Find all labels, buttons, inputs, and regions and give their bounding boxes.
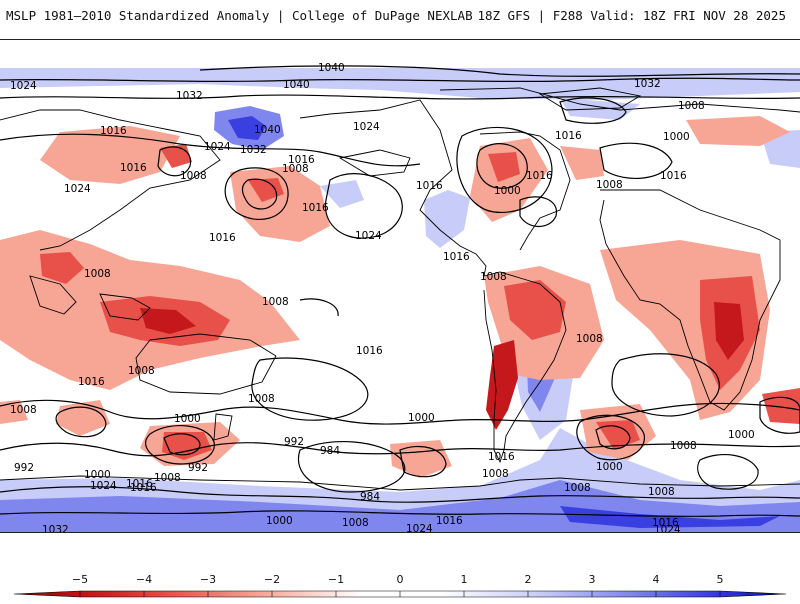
isobar-label: 1032 bbox=[634, 78, 661, 90]
isobar-label: 1024 bbox=[10, 80, 37, 92]
isobar-label: 1008 bbox=[262, 296, 289, 308]
isobar-label: 1008 bbox=[576, 333, 603, 345]
isobar-label: 1008 bbox=[564, 482, 591, 494]
isobar-label: 1016 bbox=[356, 345, 383, 357]
isobar-label: 984 bbox=[360, 491, 380, 503]
colorbar-tick-label: −3 bbox=[200, 573, 216, 586]
isobar-label: 1024 bbox=[654, 524, 681, 532]
isobar-label: 1016 bbox=[526, 170, 553, 182]
isobar-label: 1040 bbox=[283, 79, 310, 91]
isobar-label: 1008 bbox=[282, 163, 309, 175]
isobar-label: 1008 bbox=[678, 100, 705, 112]
isobar-label: 1000 bbox=[408, 412, 435, 424]
header: MSLP 1981–2010 Standardized Anomaly | Co… bbox=[0, 0, 800, 38]
isobar-label: 1016 bbox=[555, 130, 582, 142]
colorbar-tick-label: 0 bbox=[397, 573, 404, 586]
isobar-label: 1000 bbox=[494, 185, 521, 197]
colorbar-tick-label: 5 bbox=[717, 573, 724, 586]
coastlines bbox=[0, 87, 800, 491]
isobar-label: 992 bbox=[284, 436, 304, 448]
isobar-label: 1032 bbox=[176, 90, 203, 102]
isobar-label: 1016 bbox=[126, 478, 153, 490]
isobar-label: 1024 bbox=[90, 480, 117, 492]
isobar-label: 1000 bbox=[728, 429, 755, 441]
isobar-label: 1008 bbox=[154, 472, 181, 484]
isobar-label: 1000 bbox=[596, 461, 623, 473]
colorbar-tick-label: 2 bbox=[525, 573, 532, 586]
isobar-label: 1000 bbox=[84, 469, 111, 481]
isobar-label: 1016 bbox=[120, 162, 147, 174]
isobar-label: 1016 bbox=[488, 451, 515, 463]
colorbar-tick-label: 3 bbox=[589, 573, 596, 586]
isobar-label: 1024 bbox=[204, 141, 231, 153]
isobar-label: 1008 bbox=[596, 179, 623, 191]
isobar-label: 1000 bbox=[266, 515, 293, 527]
isobar-label: 1000 bbox=[663, 131, 690, 143]
isobar-label: 1008 bbox=[342, 517, 369, 529]
colorbar-tick-label: −5 bbox=[72, 573, 88, 586]
header-right-title: 18Z GFS | F288 Valid: 18Z FRI NOV 28 202… bbox=[477, 8, 786, 23]
isobar-label: 1016 bbox=[443, 251, 470, 263]
isobar-label: 1016 bbox=[660, 170, 687, 182]
colorbar-tick-label: 1 bbox=[461, 573, 468, 586]
isobar-label: 1008 bbox=[180, 170, 207, 182]
isobar-label: 1024 bbox=[64, 183, 91, 195]
isobar-label: 1024 bbox=[353, 121, 380, 133]
isobar-label: 1024 bbox=[406, 523, 433, 532]
isobar-label: 1016 bbox=[100, 125, 127, 137]
isobars bbox=[0, 65, 800, 518]
isobar-label: 1000 bbox=[174, 413, 201, 425]
colorbar-tick-label: −1 bbox=[328, 573, 344, 586]
isobar-label: 984 bbox=[320, 445, 340, 457]
colorbar-svg: −5 −4 −3 −2 −1 0 1 2 3 4 5 bbox=[13, 573, 787, 598]
colorbar: −5 −4 −3 −2 −1 0 1 2 3 4 5 bbox=[0, 566, 800, 600]
map-panel: 1040 1040 1024 1032 1040 1032 1024 1032 … bbox=[0, 39, 800, 533]
isobar-label: 1008 bbox=[670, 440, 697, 452]
isobar-label: 1040 bbox=[318, 62, 345, 74]
colorbar-tick-label: 4 bbox=[653, 573, 660, 586]
header-left-title: MSLP 1981–2010 Standardized Anomaly | Co… bbox=[6, 8, 473, 23]
isobar-label: 1008 bbox=[84, 268, 111, 280]
isobar-label: 992 bbox=[188, 462, 208, 474]
negative-anomaly-fill bbox=[0, 116, 800, 478]
isobar-label: 1008 bbox=[482, 468, 509, 480]
isobar-label: 1032 bbox=[240, 144, 267, 156]
isobar-label: 992 bbox=[14, 462, 34, 474]
isobar-label: 1016 bbox=[130, 482, 157, 494]
isobar-label: 1016 bbox=[436, 515, 463, 527]
isobar-label: 1008 bbox=[128, 365, 155, 377]
colorbar-ticks: −5 −4 −3 −2 −1 0 1 2 3 4 5 bbox=[72, 573, 724, 597]
isobar-label-group: 1040 1040 1024 1032 1040 1032 1024 1032 … bbox=[10, 62, 755, 532]
isobar-label: 1032 bbox=[42, 524, 69, 532]
colorbar-tick-label: −2 bbox=[264, 573, 280, 586]
isobar-label: 1008 bbox=[10, 404, 37, 416]
isobar-label: 1016 bbox=[209, 232, 236, 244]
isobar-label: 1008 bbox=[648, 486, 675, 498]
isobar-label: 1008 bbox=[248, 393, 275, 405]
isobar-label: 1016 bbox=[416, 180, 443, 192]
isobar-label: 1016 bbox=[78, 376, 105, 388]
colorbar-tick-label: −4 bbox=[136, 573, 152, 586]
isobar-label: 1024 bbox=[355, 230, 382, 242]
isobar-label: 1008 bbox=[480, 271, 507, 283]
isobar-label: 1016 bbox=[302, 202, 329, 214]
isobar-label: 1016 bbox=[288, 154, 315, 166]
isobar-label: 1040 bbox=[254, 124, 281, 136]
anomaly-map: 1040 1040 1024 1032 1040 1032 1024 1032 … bbox=[0, 62, 800, 532]
isobar-label: 1016 bbox=[652, 517, 679, 529]
